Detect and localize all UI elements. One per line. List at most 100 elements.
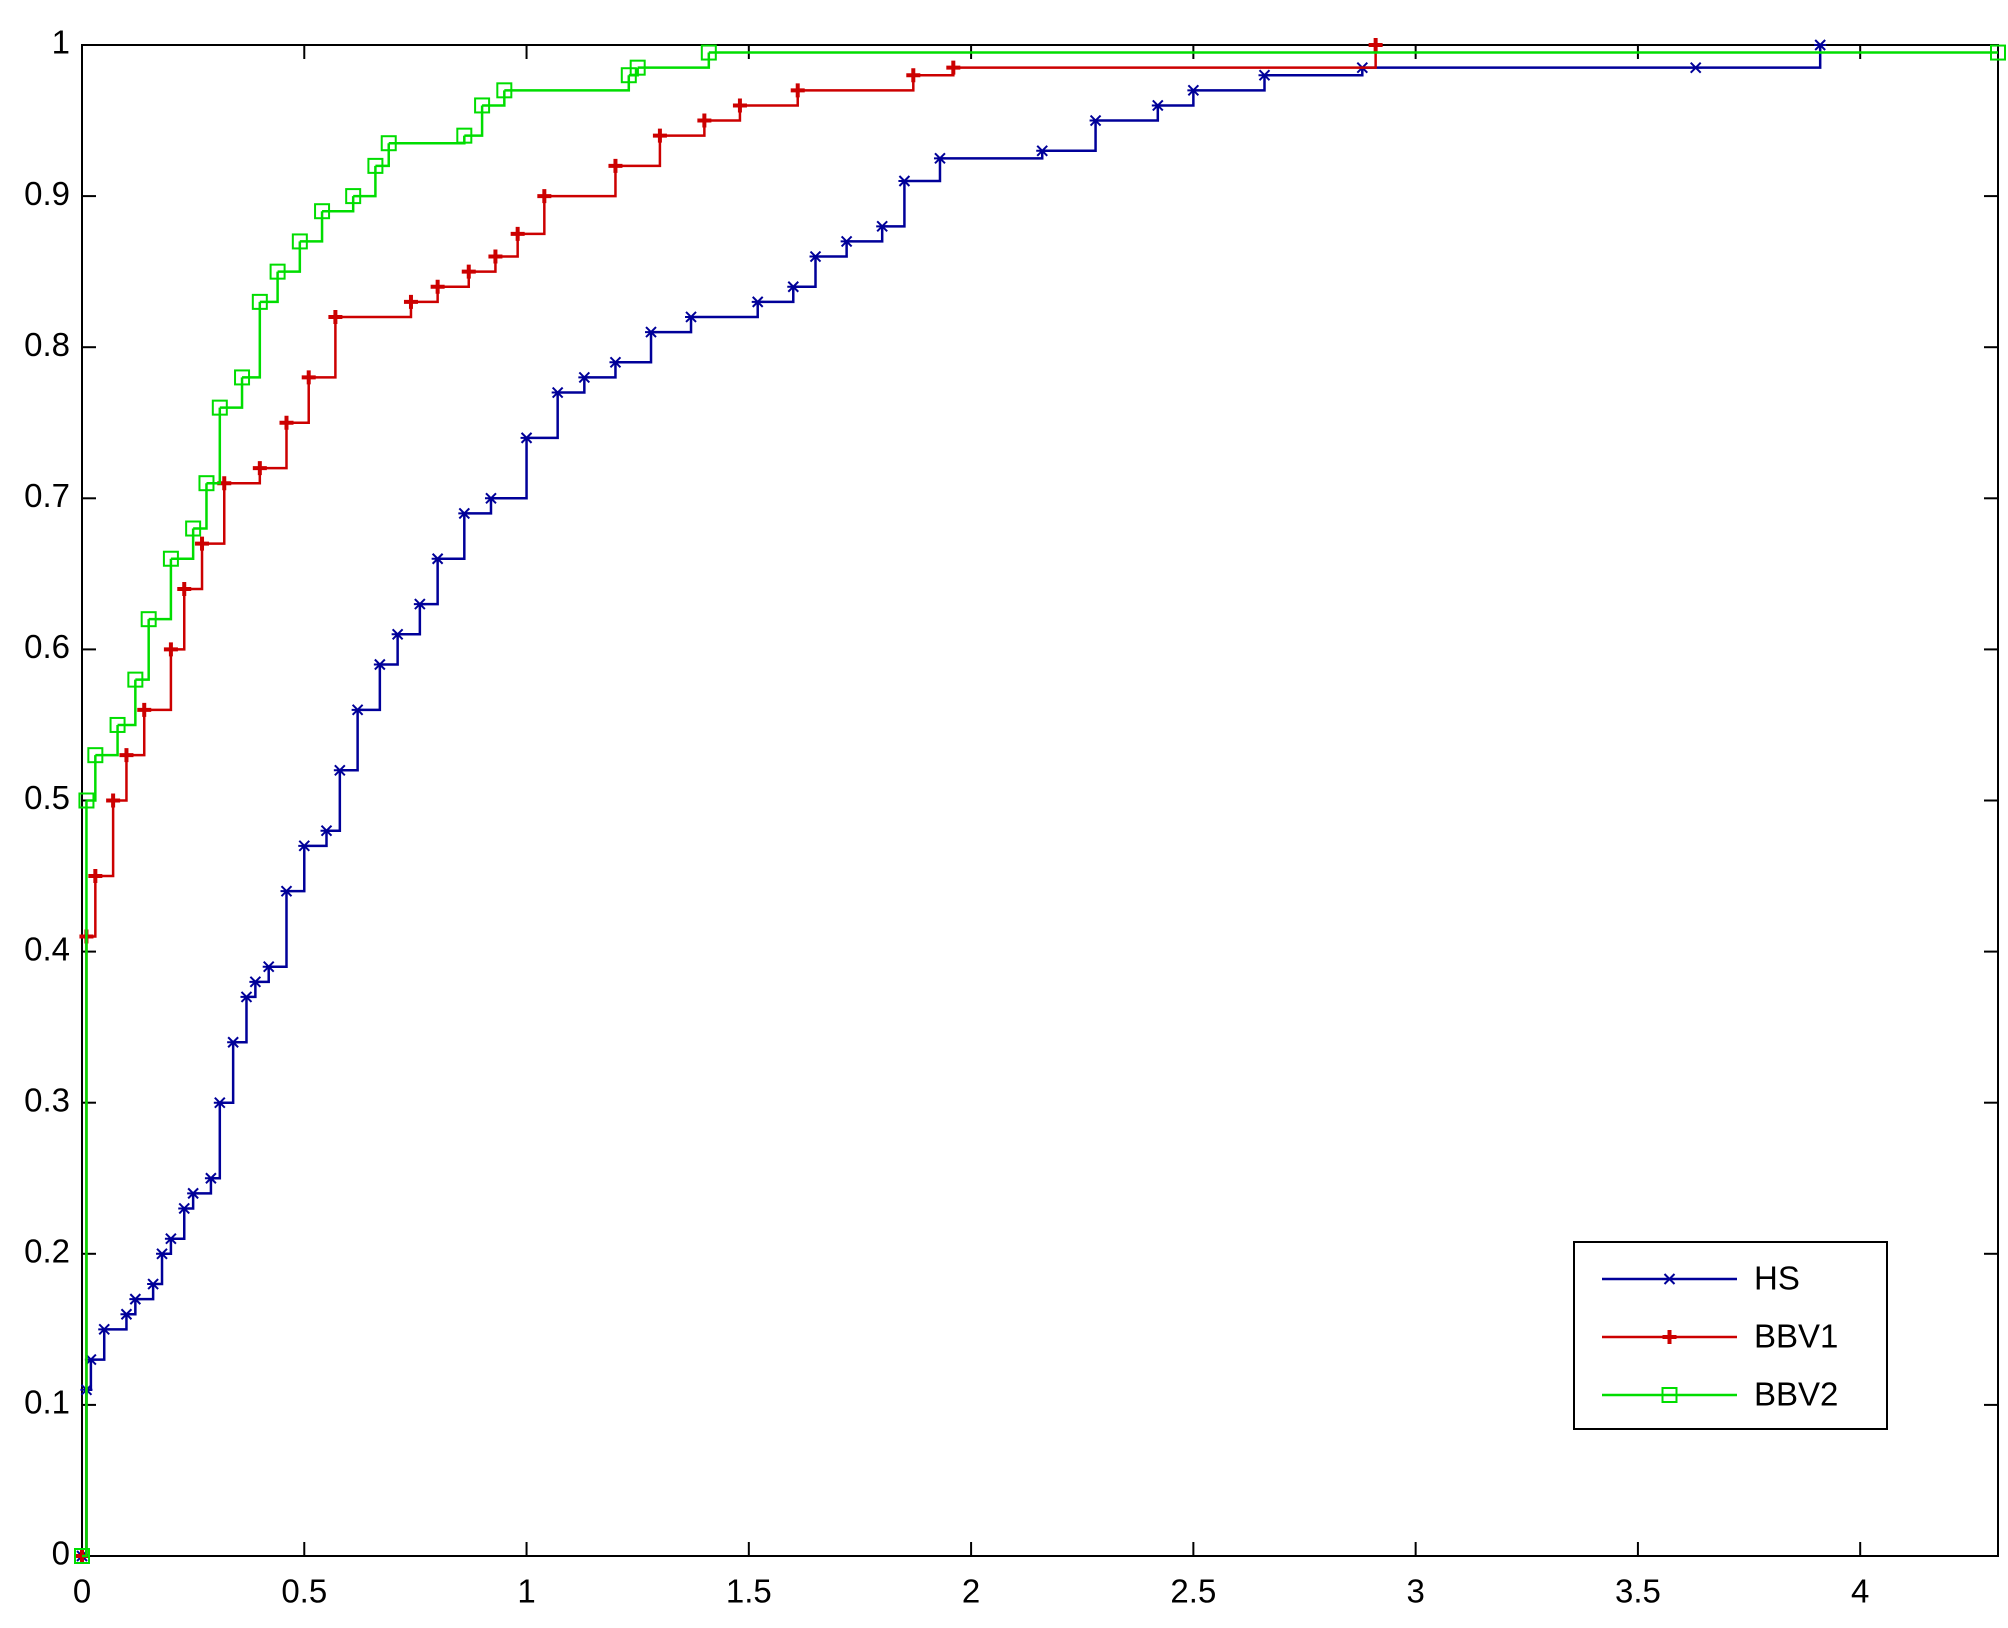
marker <box>578 371 591 384</box>
marker-square <box>314 203 331 220</box>
marker <box>240 991 253 1003</box>
marker-plus <box>301 370 316 385</box>
marker-x <box>609 356 622 369</box>
marker-x <box>1089 114 1102 127</box>
marker <box>876 220 889 233</box>
marker <box>732 98 747 113</box>
marker-plus <box>195 536 210 551</box>
marker-x <box>751 296 764 308</box>
marker <box>391 628 404 640</box>
marker <box>251 293 268 310</box>
marker-plus <box>88 869 103 884</box>
marker <box>520 432 533 444</box>
y-tick-label: 0.6 <box>24 628 70 665</box>
line-segment <box>584 362 617 379</box>
y-tick-label: 0.4 <box>24 930 70 967</box>
line-segment <box>651 316 693 334</box>
marker <box>234 369 251 386</box>
marker-plus <box>608 158 623 173</box>
marker-square <box>269 263 286 280</box>
marker-plus <box>510 226 525 241</box>
marker <box>413 598 426 610</box>
marker <box>127 671 144 688</box>
marker <box>1663 1273 1676 1285</box>
marker-x <box>178 1202 191 1215</box>
marker-plus <box>163 642 178 657</box>
marker <box>187 1187 200 1200</box>
line-segment <box>357 664 382 712</box>
marker <box>551 386 564 399</box>
marker-x <box>373 658 386 671</box>
line-segment <box>882 180 906 228</box>
marker <box>431 553 444 565</box>
marker-square <box>234 369 251 386</box>
line-segment <box>637 52 711 69</box>
marker-x <box>204 1172 217 1184</box>
marker <box>488 249 503 264</box>
line-segment <box>86 755 97 802</box>
line-segment <box>144 649 173 712</box>
marker <box>458 507 471 520</box>
marker-square <box>1990 44 2006 61</box>
marker-plus <box>790 83 805 98</box>
marker-x <box>898 175 911 187</box>
marker-square <box>162 550 179 567</box>
series-2 <box>74 44 2006 1564</box>
marker-x <box>933 152 946 165</box>
marker <box>700 44 717 61</box>
marker <box>163 642 178 657</box>
marker-square <box>74 1548 90 1564</box>
x-tick-label: 3.5 <box>1615 1573 1661 1610</box>
marker-x <box>120 1308 133 1320</box>
marker-square <box>291 233 308 250</box>
y-tick-label: 0.2 <box>24 1233 70 1270</box>
marker <box>946 60 961 75</box>
marker-x <box>809 250 822 263</box>
marker-square <box>185 520 202 537</box>
marker-x <box>262 961 275 973</box>
marker-square <box>474 97 491 114</box>
marker <box>1689 61 1702 74</box>
marker <box>291 233 308 250</box>
marker <box>140 611 157 628</box>
marker-plus <box>106 793 121 808</box>
marker <box>109 716 126 733</box>
marker <box>484 492 497 505</box>
marker <box>1036 145 1049 157</box>
marker <box>345 188 362 205</box>
marker-x <box>156 1248 169 1260</box>
legend: HS BBV1 BBV2 <box>1573 1241 1888 1430</box>
line-segment <box>793 256 817 289</box>
line-segment <box>286 377 310 424</box>
marker-x <box>1663 1273 1676 1285</box>
line-segment <box>495 233 519 258</box>
marker-x <box>1187 84 1200 97</box>
marker <box>609 356 622 369</box>
marker-plus <box>430 279 445 294</box>
marker-square <box>629 59 646 76</box>
line-segment <box>206 407 222 485</box>
line-segment <box>1042 120 1097 153</box>
x-tick-label: 2.5 <box>1170 1573 1216 1610</box>
marker-x <box>1689 61 1702 74</box>
marker-x <box>551 386 564 399</box>
marker-square <box>140 611 157 628</box>
marker-square <box>78 792 95 809</box>
marker <box>195 536 210 551</box>
marker-square <box>380 135 397 152</box>
marker <box>1662 1330 1677 1344</box>
marker-x <box>1036 145 1049 157</box>
line-segment <box>691 301 759 319</box>
marker <box>213 1096 226 1109</box>
line-segment <box>464 498 493 515</box>
marker-x <box>320 825 333 837</box>
x-tick-label: 4 <box>1851 1573 1869 1610</box>
line-segment <box>557 377 586 394</box>
marker-plus <box>328 309 343 324</box>
marker <box>198 475 215 492</box>
marker-plus <box>537 189 552 204</box>
line-segment <box>437 513 466 560</box>
marker <box>751 296 764 308</box>
legend-box <box>1573 1241 1888 1430</box>
marker-x <box>227 1036 240 1048</box>
